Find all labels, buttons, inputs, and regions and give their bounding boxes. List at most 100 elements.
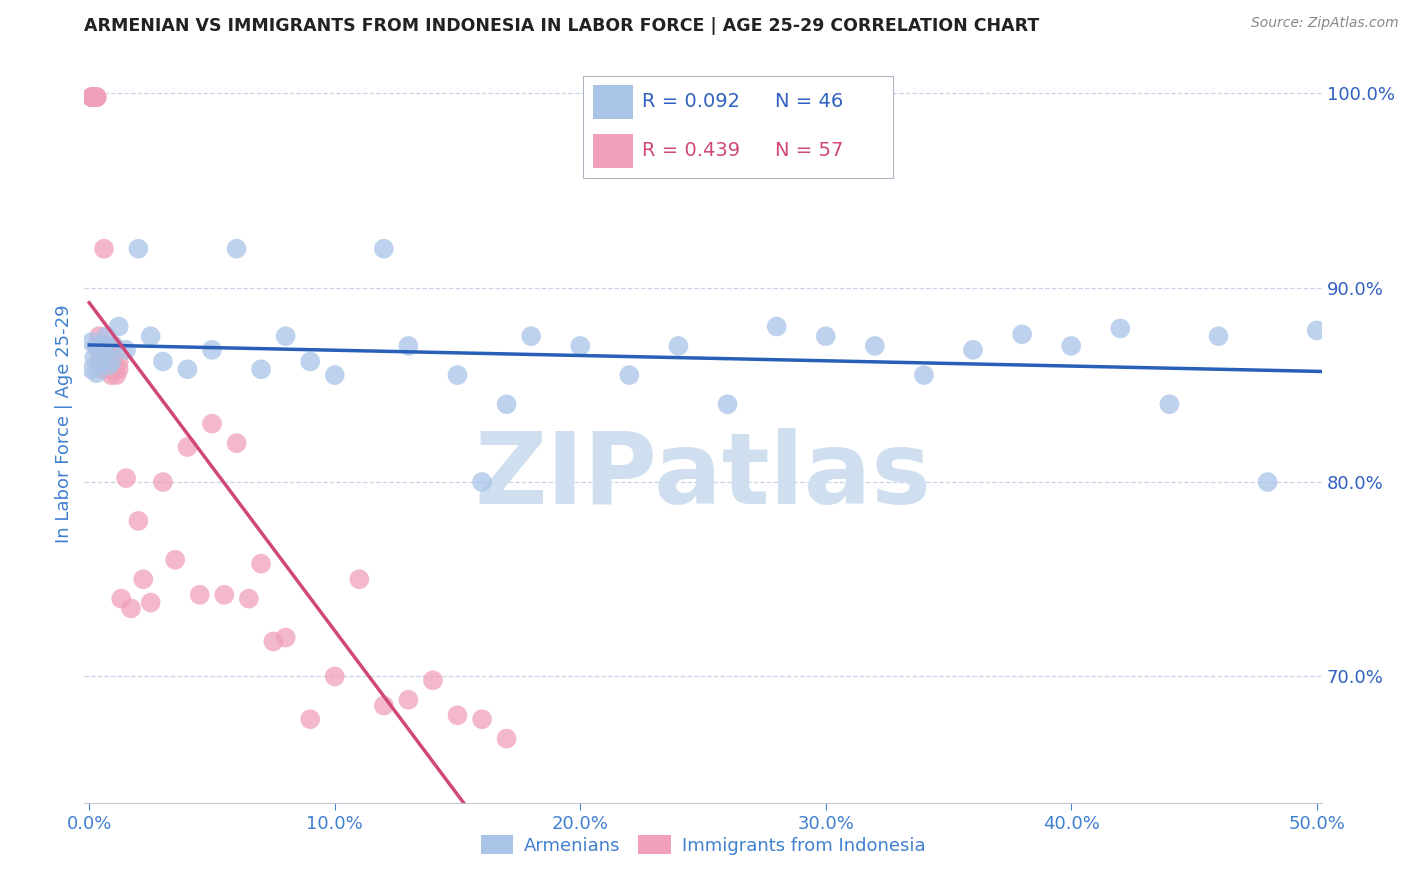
- Point: [471, 475, 494, 489]
- Point: [201, 417, 224, 431]
- Point: [105, 368, 128, 383]
- Point: [93, 339, 115, 353]
- Text: N = 57: N = 57: [775, 141, 844, 161]
- Point: [1060, 339, 1083, 353]
- Point: [80, 90, 103, 104]
- Point: [422, 673, 444, 688]
- Point: [86, 90, 108, 104]
- Point: [299, 712, 322, 726]
- Point: [80, 90, 103, 104]
- Point: [115, 343, 138, 357]
- Text: N = 46: N = 46: [775, 93, 844, 112]
- Point: [520, 329, 543, 343]
- Point: [97, 354, 120, 368]
- Point: [96, 354, 118, 368]
- Point: [668, 339, 690, 353]
- Point: [107, 362, 129, 376]
- Point: [120, 601, 142, 615]
- Point: [100, 359, 122, 373]
- Point: [103, 339, 125, 353]
- Point: [962, 343, 984, 357]
- Point: [83, 90, 105, 104]
- Point: [86, 339, 108, 353]
- Point: [323, 368, 346, 383]
- Point: [912, 368, 935, 383]
- Point: [1159, 397, 1181, 411]
- Point: [396, 692, 419, 706]
- Point: [863, 339, 886, 353]
- Point: [569, 339, 592, 353]
- Point: [87, 354, 110, 368]
- Point: [765, 319, 787, 334]
- Point: [446, 708, 468, 723]
- Point: [396, 339, 419, 353]
- Point: [100, 354, 122, 368]
- Point: [1208, 329, 1230, 343]
- Point: [274, 631, 297, 645]
- Point: [97, 359, 120, 373]
- Point: [814, 329, 837, 343]
- Point: [176, 440, 198, 454]
- Point: [201, 343, 224, 357]
- Point: [495, 397, 517, 411]
- Point: [176, 362, 198, 376]
- Bar: [593, 85, 633, 119]
- Point: [86, 339, 108, 353]
- Point: [225, 436, 247, 450]
- Point: [80, 362, 103, 376]
- Point: [83, 90, 105, 104]
- Point: [238, 591, 260, 606]
- Point: [127, 514, 149, 528]
- Point: [1306, 323, 1329, 337]
- Point: [103, 354, 125, 368]
- Point: [139, 329, 162, 343]
- Point: [93, 349, 115, 363]
- Point: [373, 698, 395, 713]
- Point: [250, 557, 273, 571]
- Point: [495, 731, 517, 746]
- Point: [262, 634, 284, 648]
- Point: [1257, 475, 1279, 489]
- Point: [152, 475, 174, 489]
- Point: [96, 329, 118, 343]
- Point: [299, 354, 322, 368]
- Point: [471, 712, 494, 726]
- Point: [274, 329, 297, 343]
- Point: [86, 366, 108, 380]
- Point: [110, 591, 132, 606]
- Point: [83, 351, 105, 365]
- Text: ARMENIAN VS IMMIGRANTS FROM INDONESIA IN LABOR FORCE | AGE 25-29 CORRELATION CHA: ARMENIAN VS IMMIGRANTS FROM INDONESIA IN…: [84, 17, 1039, 35]
- Point: [87, 354, 110, 368]
- Text: R = 0.092: R = 0.092: [643, 93, 741, 112]
- Point: [1011, 327, 1033, 342]
- Point: [214, 588, 236, 602]
- Point: [87, 329, 110, 343]
- Text: Source: ZipAtlas.com: Source: ZipAtlas.com: [1251, 16, 1399, 30]
- Point: [103, 362, 125, 376]
- Text: ZIPatlas: ZIPatlas: [475, 428, 931, 525]
- Point: [80, 334, 103, 349]
- Point: [103, 339, 125, 353]
- Point: [96, 339, 118, 353]
- Point: [323, 669, 346, 683]
- Point: [250, 362, 273, 376]
- Y-axis label: In Labor Force | Age 25-29: In Labor Force | Age 25-29: [55, 304, 73, 543]
- Point: [132, 572, 155, 586]
- Point: [188, 588, 211, 602]
- Point: [1109, 321, 1132, 335]
- Point: [619, 368, 641, 383]
- Point: [90, 354, 112, 368]
- Point: [97, 359, 120, 373]
- Point: [139, 596, 162, 610]
- Bar: [593, 135, 633, 168]
- Point: [93, 242, 115, 256]
- Point: [86, 90, 108, 104]
- Point: [90, 343, 112, 357]
- Point: [96, 362, 118, 376]
- Point: [107, 319, 129, 334]
- Point: [349, 572, 371, 586]
- Point: [107, 354, 129, 368]
- Point: [152, 354, 174, 368]
- Point: [100, 368, 122, 383]
- Point: [373, 242, 395, 256]
